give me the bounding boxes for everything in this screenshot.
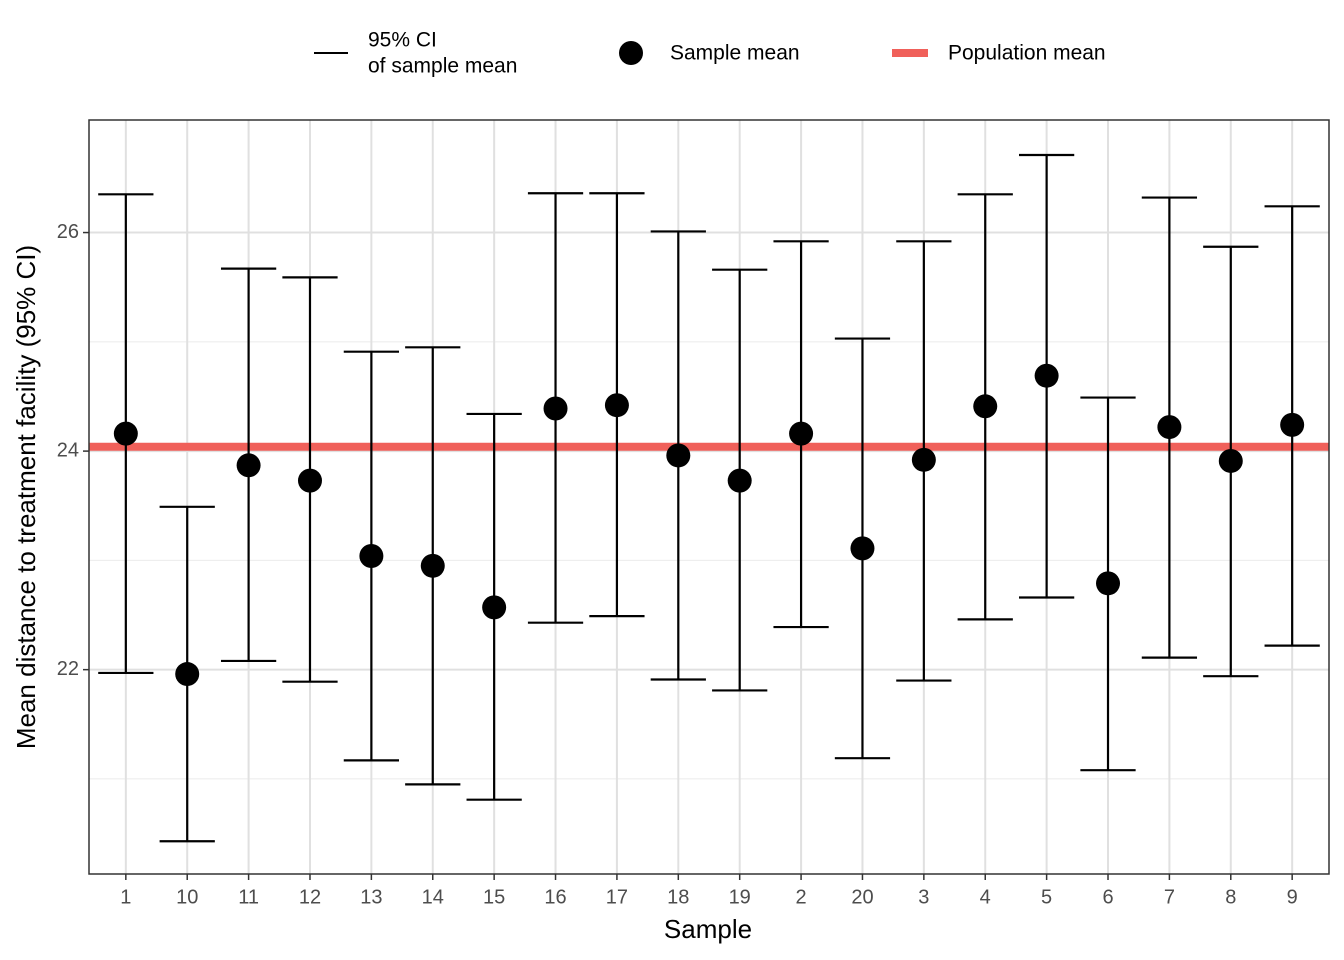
sample-mean-point: [420, 553, 445, 578]
y-axis-title: Mean distance to treatment facility (95%…: [11, 245, 41, 749]
x-tick-label: 18: [667, 886, 689, 908]
sample-mean-point: [236, 453, 261, 478]
sample-mean-point: [1157, 415, 1182, 440]
sample-mean-point: [911, 447, 936, 472]
x-tick-label: 14: [422, 886, 444, 908]
x-tick-label: 1: [120, 886, 131, 908]
x-tick-label: 3: [918, 886, 929, 908]
x-tick-label: 12: [299, 886, 321, 908]
sample-mean-point: [1034, 363, 1059, 388]
sample-mean-point: [789, 421, 814, 446]
sample-mean-point: [1218, 448, 1243, 473]
sample-mean-point: [666, 443, 691, 468]
legend-label: Population mean: [948, 42, 1106, 65]
y-tick-label: 22: [57, 658, 79, 680]
x-tick-label: 9: [1287, 886, 1298, 908]
x-tick-label: 6: [1102, 886, 1113, 908]
sample-mean-point: [850, 536, 875, 561]
plot-border: [88, 119, 1330, 875]
legend-label: Sample mean: [670, 42, 800, 65]
sample-mean-point: [543, 396, 568, 421]
legend-label: 95% CI: [368, 29, 437, 52]
sample-mean-point: [113, 421, 138, 446]
x-tick-label: 7: [1164, 886, 1175, 908]
sample-mean-point: [973, 394, 998, 419]
x-tick-label: 8: [1225, 886, 1236, 908]
x-tick-label: 17: [606, 886, 628, 908]
x-tick-label: 19: [729, 886, 751, 908]
x-tick-label: 13: [360, 886, 382, 908]
sample-mean-point: [297, 468, 322, 493]
x-axis-title: Sample: [664, 914, 752, 944]
sample-mean-point: [727, 468, 752, 493]
y-tick-label: 26: [57, 221, 79, 243]
x-tick-label: 16: [544, 886, 566, 908]
legend-mean-key: [619, 41, 643, 65]
sample-mean-point: [175, 662, 200, 687]
x-tick-label: 4: [980, 886, 991, 908]
sample-mean-point: [604, 393, 629, 418]
x-tick-label: 10: [176, 886, 198, 908]
x-tick-label: 2: [796, 886, 807, 908]
x-tick-label: 5: [1041, 886, 1052, 908]
x-tick-label: 11: [238, 886, 259, 908]
sample-mean-point: [482, 595, 507, 620]
x-tick-label: 20: [851, 886, 873, 908]
y-tick-label: 24: [57, 439, 79, 461]
sample-mean-point: [359, 544, 384, 569]
x-tick-label: 15: [483, 886, 505, 908]
sample-mean-point: [1280, 412, 1305, 437]
sample-mean-point: [1096, 571, 1121, 596]
legend-label: of sample mean: [368, 55, 517, 78]
